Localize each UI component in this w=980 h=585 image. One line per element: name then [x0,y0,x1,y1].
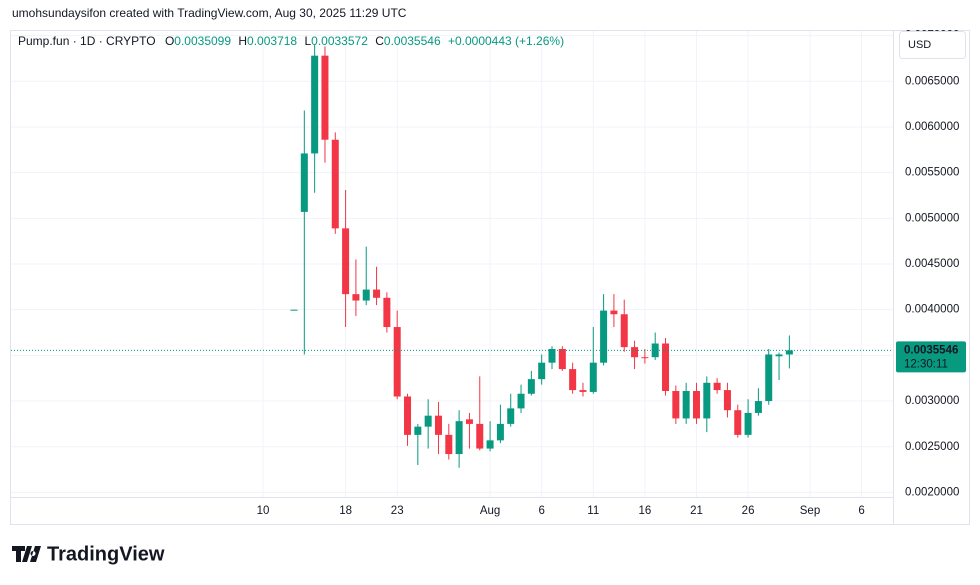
candle-body [393,327,401,397]
low-prefix: L [304,34,311,48]
candle-body [703,382,711,419]
currency-label: USD [908,39,931,51]
candle-body [538,362,546,380]
open-value: 0.0035099 [174,34,231,48]
brand-name: TradingView [47,543,165,565]
candle-body [404,396,412,435]
axes: 0.00200000.00250000.00300000.00350000.00… [257,30,966,517]
logo-icon [12,546,41,562]
close-prefix: C [375,34,384,48]
y-tick-label: 0.0030000 [905,395,959,407]
candle-body [465,419,473,424]
y-tick-label: 0.0055000 [905,167,959,179]
candle-body [620,314,628,348]
candle-body [290,309,298,311]
candle-body [342,228,350,295]
change: +0.0000443 (+1.26%) [448,34,564,48]
candle-body [455,421,463,455]
candle-body [507,408,515,424]
x-tick-label: 10 [257,505,270,517]
open-prefix: O [165,34,174,48]
candle-body [414,426,422,435]
candle-body [600,310,608,363]
y-tick-label: 0.0020000 [905,486,959,498]
candle-body [569,369,577,391]
candle-body [445,434,453,455]
candle-body [734,410,742,435]
high-value: 0.003718 [247,34,297,48]
attribution: umohsundaysifon created with TradingView… [12,6,407,20]
candle-body [476,423,484,449]
candle-body [723,390,731,411]
candle-body [775,354,783,357]
x-tick-label: 26 [742,505,755,517]
y-tick-label: 0.0040000 [905,304,959,316]
candle-body [496,423,504,441]
close-value: 0.0035546 [384,34,441,48]
candle-body [300,153,308,212]
y-tick-label: 0.0025000 [905,441,959,453]
high-prefix: H [238,34,247,48]
x-tick-label: 21 [690,505,703,517]
candle-body [672,391,680,419]
candle-body [631,347,639,358]
candle-body [785,350,793,355]
candle-body [331,139,339,229]
x-tick-label: 16 [638,505,651,517]
candle-body [362,289,370,301]
candle-body [373,289,381,298]
candle-body [558,348,566,370]
x-tick-label: 18 [339,505,352,517]
x-tick-label: Aug [480,505,500,517]
candles [11,44,893,468]
candle-body [434,415,442,435]
candle-body [692,391,700,419]
candle-body [641,357,649,359]
x-tick-label: 11 [587,505,599,517]
candle-body [610,310,618,315]
candle-body [744,412,752,435]
last-price-box [896,341,966,373]
candle-body [662,343,670,392]
low-value: 0.0033572 [311,34,368,48]
candle-body [682,391,690,419]
candle-body [321,55,329,140]
last-price-label: 0.0035546 [904,344,958,356]
candle-body [713,382,721,391]
candle-body [579,390,587,392]
candle-body [589,362,597,392]
x-tick-label: 6 [538,505,544,517]
x-tick-label: 23 [391,505,404,517]
candle-body [651,343,659,358]
candle-body [517,393,525,409]
ohlc-legend: Pump.fun · 1D · CRYPTO O0.0035099 H0.003… [18,34,564,48]
candle-body [383,297,391,328]
brand-logo: TradingView [12,543,165,565]
candle-body [311,55,319,154]
y-tick-label: 0.0065000 [905,75,959,87]
y-tick-label: 0.0050000 [905,212,959,224]
candle-body [424,415,432,427]
candle-body [765,354,773,402]
candle-body [527,379,535,394]
candle-body [548,348,556,363]
x-tick-label: 6 [858,505,864,517]
symbol: Pump.fun · 1D · CRYPTO [18,34,156,48]
candle-body [486,440,494,449]
x-tick-label: Sep [800,505,820,517]
currency-button[interactable] [899,31,966,59]
countdown-label: 12:30:11 [904,358,948,370]
candle-body [754,401,762,413]
candle-body [352,294,360,301]
y-tick-label: 0.0060000 [905,121,959,133]
y-tick-label: 0.0045000 [905,258,959,270]
grid [11,31,893,497]
